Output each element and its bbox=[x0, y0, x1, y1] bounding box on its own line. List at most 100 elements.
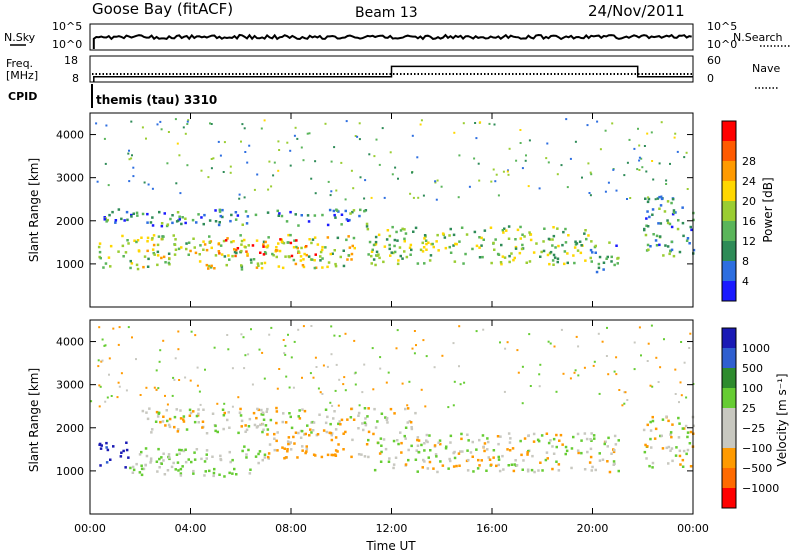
colorbar-segment bbox=[722, 181, 736, 202]
scatter-cell bbox=[475, 448, 478, 451]
scatter-cell bbox=[444, 447, 448, 450]
scatter-cell bbox=[244, 246, 247, 249]
scatter-cell bbox=[539, 461, 542, 464]
scatter-cell bbox=[236, 214, 240, 217]
scatter-cell bbox=[546, 253, 550, 257]
scatter-cell bbox=[432, 467, 435, 470]
scatter-cell bbox=[358, 122, 361, 125]
scatter-cell bbox=[288, 412, 291, 415]
scatter-cell bbox=[667, 462, 670, 465]
scatter-cell bbox=[439, 442, 442, 446]
scatter-cell bbox=[146, 417, 150, 421]
scatter-cell bbox=[455, 464, 458, 468]
scatter-cell bbox=[350, 258, 353, 261]
scatter-cell bbox=[503, 256, 507, 259]
scatter-cell bbox=[380, 450, 383, 454]
scatter-cell bbox=[188, 414, 192, 417]
scatter-cell bbox=[583, 232, 586, 235]
scatter-cell bbox=[676, 227, 680, 231]
scatter-cell bbox=[306, 132, 309, 135]
scatter-cell bbox=[333, 410, 336, 413]
scatter-cell bbox=[646, 243, 650, 247]
scatter-cell bbox=[585, 237, 588, 241]
scatter-cell bbox=[157, 447, 160, 451]
scatter-cell bbox=[493, 248, 496, 251]
scatter-cell bbox=[229, 171, 232, 174]
scatter-cell bbox=[577, 345, 580, 348]
scatter-cell bbox=[267, 457, 270, 460]
scatter-cell bbox=[525, 154, 527, 157]
scatter-cell bbox=[391, 173, 394, 176]
scatter-cell bbox=[296, 456, 299, 459]
scatter-cell bbox=[197, 408, 200, 411]
scatter-cell bbox=[672, 254, 676, 258]
scatter-cell bbox=[293, 134, 296, 137]
scatter-cell bbox=[589, 256, 592, 260]
colorbar-tick-label: 28 bbox=[742, 155, 756, 168]
scatter-cell bbox=[180, 448, 183, 452]
scatter-cell bbox=[246, 215, 250, 218]
scatter-cell bbox=[532, 251, 536, 254]
scatter-cell bbox=[310, 325, 313, 327]
noise-tick-top-left: 10^5 bbox=[52, 20, 82, 33]
scatter-cell bbox=[526, 468, 530, 471]
scatter-cell bbox=[246, 161, 249, 164]
scatter-cell bbox=[594, 468, 597, 472]
scatter-cell bbox=[200, 216, 203, 219]
scatter-cell bbox=[608, 241, 611, 244]
colorbar-tick-label: 25 bbox=[742, 402, 756, 415]
scatter-cell bbox=[661, 418, 665, 421]
scatter-cell bbox=[613, 434, 617, 438]
scatter-cell bbox=[390, 251, 393, 254]
cpid-value: themis (tau) 3310 bbox=[96, 93, 217, 107]
scatter-cell bbox=[512, 469, 516, 473]
scatter-cell bbox=[671, 423, 674, 426]
scatter-cell bbox=[647, 196, 650, 199]
scatter-cell bbox=[285, 220, 289, 223]
scatter-cell bbox=[448, 245, 451, 249]
scatter-cell bbox=[440, 185, 443, 188]
scatter-cell bbox=[553, 345, 556, 348]
scatter-cell bbox=[540, 434, 544, 437]
scatter-cell bbox=[104, 400, 107, 403]
scatter-cell bbox=[416, 436, 420, 439]
scatter-cell bbox=[288, 255, 291, 259]
y-tick-label: 2000 bbox=[56, 215, 84, 228]
scatter-cell bbox=[131, 471, 135, 474]
scatter-cell bbox=[321, 257, 324, 260]
scatter-cell bbox=[598, 452, 601, 455]
scatter-cell bbox=[332, 209, 336, 213]
scatter-cell bbox=[499, 341, 501, 344]
scatter-cell bbox=[407, 448, 410, 452]
scatter-cell bbox=[460, 437, 463, 441]
scatter-cell bbox=[193, 458, 197, 461]
scatter-cell bbox=[130, 215, 133, 218]
noise-strip: N.Sky 10^5 10^0 10^5 10^0 N.Search bbox=[4, 20, 790, 51]
scatter-cell bbox=[245, 456, 248, 459]
scatter-cell bbox=[506, 341, 509, 344]
scatter-cell bbox=[483, 442, 487, 445]
scatter-cell bbox=[346, 219, 350, 222]
scatter-cell bbox=[404, 437, 407, 440]
scatter-cell bbox=[283, 447, 286, 450]
scatter-cell bbox=[275, 439, 278, 443]
scatter-cell bbox=[308, 132, 311, 135]
scatter-cell bbox=[665, 183, 668, 185]
scatter-cell bbox=[473, 230, 477, 234]
scatter-cell bbox=[275, 255, 278, 259]
scatter-cell bbox=[643, 145, 646, 147]
scatter-cell bbox=[158, 360, 161, 363]
scatter-cell bbox=[367, 253, 370, 256]
scatter-cell bbox=[433, 444, 437, 447]
scatter-cell bbox=[211, 412, 215, 415]
scatter-cell bbox=[519, 439, 522, 443]
scatter-cell bbox=[237, 396, 240, 399]
scatter-cell bbox=[176, 211, 180, 214]
scatter-cell bbox=[348, 246, 352, 249]
scatter-cell bbox=[678, 454, 682, 458]
scatter-cell bbox=[106, 396, 109, 399]
scatter-cell bbox=[616, 257, 619, 260]
scatter-cell bbox=[205, 263, 209, 267]
scatter-cell bbox=[356, 135, 359, 138]
scatter-cell bbox=[394, 166, 397, 169]
